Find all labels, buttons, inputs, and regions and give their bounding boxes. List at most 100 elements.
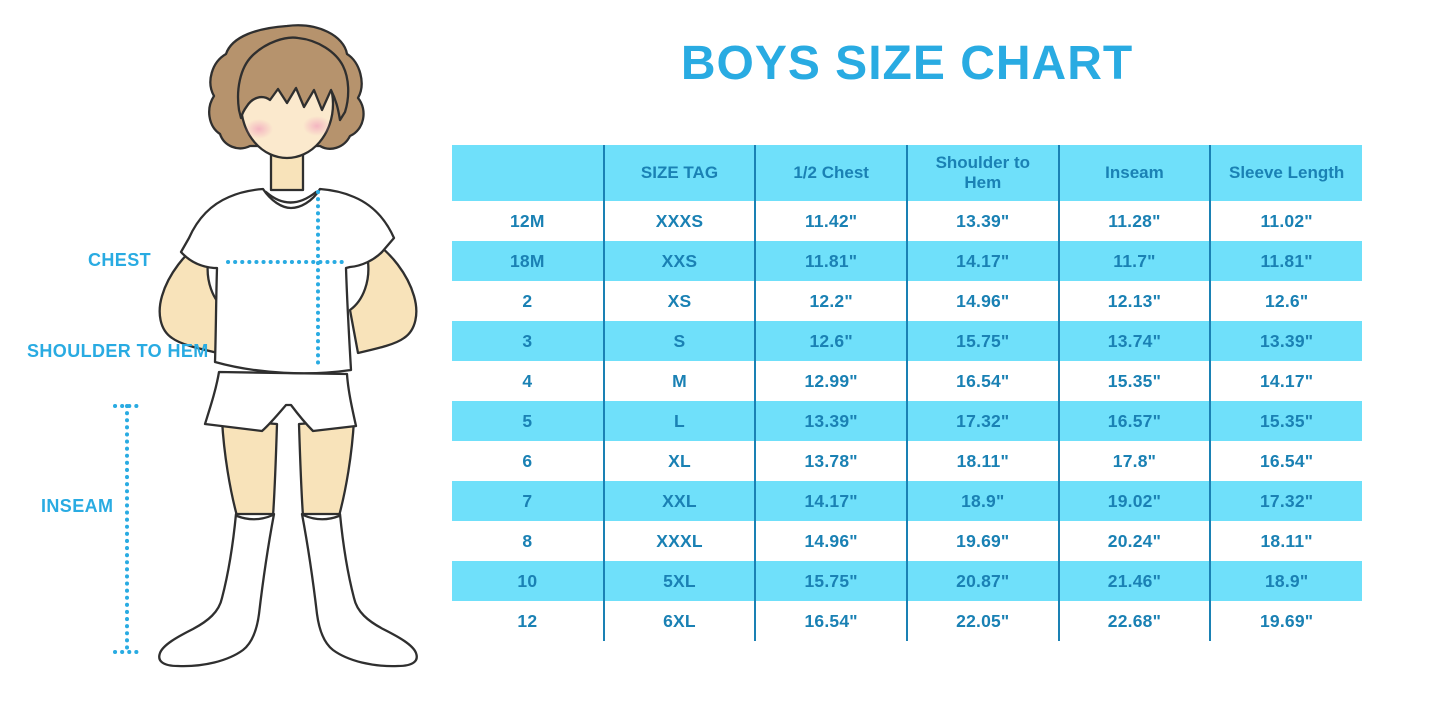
cell-sleeve-length: 11.81"	[1209, 241, 1362, 281]
cell-size-tag: XXXS	[602, 201, 756, 241]
cell-inseam: 11.28"	[1057, 201, 1211, 241]
cell-size-tag: S	[602, 321, 756, 361]
column-header-inseam: Inseam	[1057, 145, 1211, 201]
cell-half-chest: 14.17"	[754, 481, 907, 521]
column-header-sleeve-length: Sleeve Length	[1209, 145, 1362, 201]
cell-size: 2	[522, 290, 533, 311]
cell-inseam: 16.57"	[1057, 401, 1211, 441]
cell-half-chest: 12.2"	[754, 281, 907, 321]
blush-left	[245, 119, 273, 139]
cell-shoulder-to-hem: 17.32"	[905, 401, 1059, 441]
cell-half-chest: 13.78"	[754, 441, 907, 481]
cell-inseam: 20.24"	[1057, 521, 1211, 561]
cell-half-chest: 11.42"	[754, 201, 907, 241]
cell-inseam: 15.35"	[1057, 361, 1211, 401]
table-row: 8 XXXL 14.96" 19.69" 20.24" 18.11"	[452, 521, 1362, 561]
cell-inseam: 19.02"	[1057, 481, 1211, 521]
cell-size-tag: 6XL	[602, 601, 756, 641]
left-leg	[220, 418, 279, 518]
cell-shoulder-to-hem: 22.05"	[905, 601, 1059, 641]
cell-size-tag: XXS	[602, 241, 756, 281]
cell-size: 7	[452, 481, 604, 521]
collar-inner-line	[264, 190, 318, 204]
cell-sleeve-length: 13.39"	[1209, 321, 1362, 361]
table-row: 4 M 12.99" 16.54" 15.35" 14.17"	[452, 361, 1362, 401]
cell-half-chest: 16.54"	[754, 601, 907, 641]
column-header-size	[452, 145, 604, 201]
cell-half-chest: 11.81"	[754, 241, 907, 281]
t-shirt	[179, 187, 396, 375]
size-table: SIZE TAG 1/2 Chest Shoulder to Hem Insea…	[452, 145, 1362, 641]
chest-label: CHEST	[88, 250, 152, 270]
blush-right	[303, 116, 331, 136]
cell-size: 12	[517, 610, 538, 631]
cell-shoulder-to-hem: 20.87"	[905, 561, 1059, 601]
inseam-label: INSEAM	[41, 496, 114, 516]
cell-size: 6	[522, 450, 533, 471]
column-header-size-tag: SIZE TAG	[602, 145, 756, 201]
column-header-shoulder-to-hem: Shoulder to Hem	[905, 145, 1059, 201]
cell-size-tag: L	[602, 401, 756, 441]
cell-sleeve-length: 11.02"	[1209, 201, 1362, 241]
right-leg	[297, 418, 356, 518]
cell-sleeve-length: 14.17"	[1209, 361, 1362, 401]
cell-shoulder-to-hem: 13.39"	[905, 201, 1059, 241]
cell-sleeve-length: 16.54"	[1209, 441, 1362, 481]
cell-size-tag: XS	[602, 281, 756, 321]
cell-size: 3	[452, 321, 604, 361]
cell-shoulder-to-hem: 18.11"	[905, 441, 1059, 481]
cell-inseam: 21.46"	[1057, 561, 1211, 601]
column-header-half-chest: 1/2 Chest	[754, 145, 907, 201]
cell-half-chest: 13.39"	[754, 401, 907, 441]
table-row: 2 XS 12.2" 14.96" 12.13" 12.6"	[452, 281, 1362, 321]
cell-half-chest: 14.96"	[754, 521, 907, 561]
cell-size: 12M	[510, 210, 545, 231]
right-sock	[300, 512, 418, 668]
table-header-row: SIZE TAG 1/2 Chest Shoulder to Hem Insea…	[452, 145, 1362, 201]
cell-inseam: 17.8"	[1057, 441, 1211, 481]
table-row: 6 XL 13.78" 18.11" 17.8" 16.54"	[452, 441, 1362, 481]
cell-shoulder-to-hem: 14.96"	[905, 281, 1059, 321]
shorts	[203, 370, 358, 433]
left-sock	[158, 512, 276, 668]
cell-shoulder-to-hem: 19.69"	[905, 521, 1059, 561]
cell-size-tag: XXL	[602, 481, 756, 521]
cell-inseam: 13.74"	[1057, 321, 1211, 361]
table-row: 3 S 12.6" 15.75" 13.74" 13.39"	[452, 321, 1362, 361]
table-row: 12 6XL 16.54" 22.05" 22.68" 19.69"	[452, 601, 1362, 641]
table-row: 10 5XL 15.75" 20.87" 21.46" 18.9"	[452, 561, 1362, 601]
cell-sleeve-length: 18.9"	[1209, 561, 1362, 601]
cell-size: 10	[452, 561, 604, 601]
cell-shoulder-to-hem: 18.9"	[905, 481, 1059, 521]
cell-inseam: 11.7"	[1057, 241, 1211, 281]
cell-sleeve-length: 12.6"	[1209, 281, 1362, 321]
cell-sleeve-length: 19.69"	[1209, 601, 1362, 641]
hair-bangs	[236, 36, 350, 122]
cell-size: 5	[452, 401, 604, 441]
cell-shoulder-to-hem: 14.17"	[905, 241, 1059, 281]
cell-half-chest: 15.75"	[754, 561, 907, 601]
left-sock-cuff	[235, 513, 275, 521]
cell-half-chest: 12.6"	[754, 321, 907, 361]
left-arm	[158, 238, 228, 355]
cell-size-tag: XXXL	[602, 521, 756, 561]
cell-size-tag: XL	[602, 441, 756, 481]
cell-size: 8	[522, 530, 533, 551]
table-row: 12M XXXS 11.42" 13.39" 11.28" 11.02"	[452, 201, 1362, 241]
cell-size-tag: M	[602, 361, 756, 401]
table-row: 7 XXL 14.17" 18.9" 19.02" 17.32"	[452, 481, 1362, 521]
cell-inseam: 22.68"	[1057, 601, 1211, 641]
cell-shoulder-to-hem: 16.54"	[905, 361, 1059, 401]
cell-sleeve-length: 15.35"	[1209, 401, 1362, 441]
page-title: BOYS SIZE CHART	[680, 37, 1134, 90]
cell-half-chest: 12.99"	[754, 361, 907, 401]
right-sock-cuff	[301, 513, 341, 521]
table-row: 5 L 13.39" 17.32" 16.57" 15.35"	[452, 401, 1362, 441]
cell-inseam: 12.13"	[1057, 281, 1211, 321]
boy-illustration	[113, 24, 418, 668]
cell-sleeve-length: 18.11"	[1209, 521, 1362, 561]
cell-size: 4	[522, 370, 533, 391]
cell-sleeve-length: 17.32"	[1209, 481, 1362, 521]
shoulder-to-hem-label: SHOULDER TO HEM	[27, 341, 209, 361]
